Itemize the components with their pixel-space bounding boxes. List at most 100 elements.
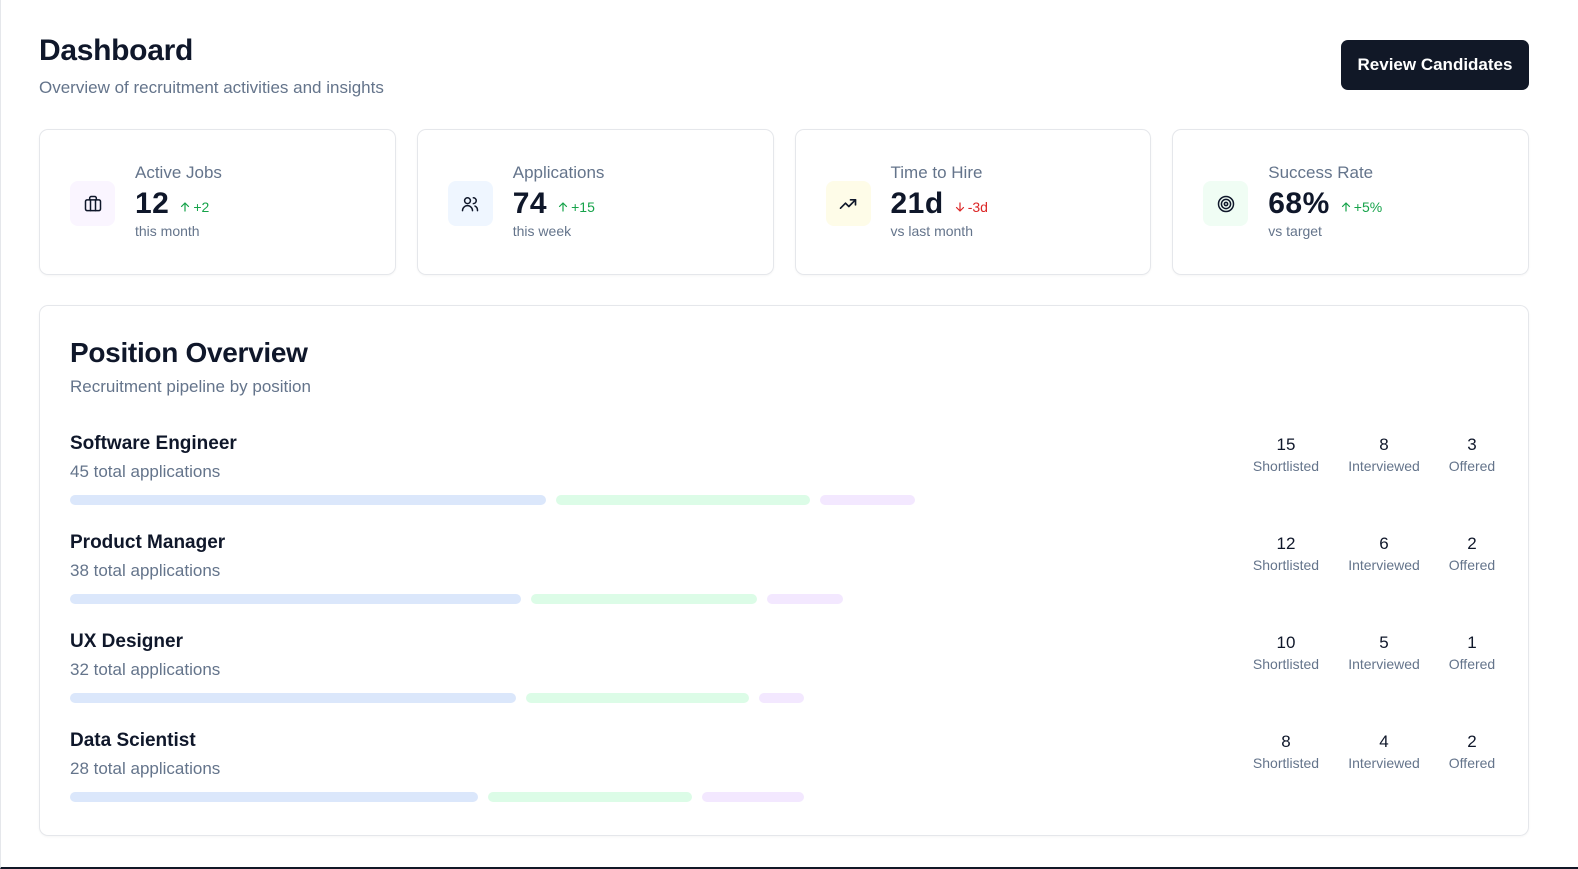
- bar-offered: [767, 594, 843, 604]
- metric-label: Interviewed: [1348, 557, 1420, 573]
- position-overview-subtitle: Recruitment pipeline by position: [70, 377, 311, 396]
- stat-value: 12: [135, 187, 170, 220]
- stat-label: Time to Hire: [890, 163, 983, 182]
- stat-delta-value: +2: [193, 199, 210, 215]
- position-metrics: 12 Shortlisted 6 Interviewed 2 Offered: [1248, 534, 1500, 573]
- metric-label: Interviewed: [1348, 656, 1420, 672]
- metric-label: Shortlisted: [1252, 656, 1320, 672]
- metric-value: 1: [1467, 633, 1477, 652]
- stat-card-time-to-hire: Time to Hire 21d -3d vs last month: [794, 129, 1152, 275]
- bar-interviewed: [526, 693, 749, 703]
- page-title: Dashboard: [39, 34, 193, 67]
- metric-label: Interviewed: [1348, 755, 1420, 771]
- position-overview-title: Position Overview: [70, 337, 308, 368]
- stat-card-active-jobs: Active Jobs 12 +2 this month: [39, 129, 396, 275]
- metric-value: 2: [1467, 534, 1477, 553]
- position-row-product-manager[interactable]: Product Manager 38 total applications 12…: [70, 532, 1500, 612]
- position-name: Product Manager: [70, 532, 226, 553]
- bar-interviewed: [556, 495, 810, 505]
- metric-value: 4: [1379, 732, 1389, 751]
- metric-label: Shortlisted: [1252, 557, 1320, 573]
- bar-offered: [820, 495, 915, 505]
- target-icon: [1203, 181, 1249, 226]
- position-metrics: 15 Shortlisted 8 Interviewed 3 Offered: [1248, 435, 1500, 474]
- position-name: Data Scientist: [70, 730, 196, 751]
- metric-interviewed: 6 Interviewed: [1334, 534, 1434, 573]
- stat-note: vs target: [1268, 223, 1322, 239]
- position-overview-card: Position Overview Recruitment pipeline b…: [39, 305, 1529, 836]
- metric-shortlisted: 12 Shortlisted: [1248, 534, 1324, 573]
- metric-offered: 3 Offered: [1444, 435, 1500, 474]
- stat-card-applications: Applications 74 +15 this week: [416, 129, 774, 275]
- users-icon: [447, 181, 493, 226]
- position-total: 38 total applications: [70, 561, 221, 580]
- stat-note: vs last month: [890, 223, 973, 239]
- page-header: Dashboard Overview of recruitment activi…: [39, 34, 1529, 104]
- stat-label: Applications: [512, 163, 605, 182]
- pipeline-bars: [70, 495, 1070, 505]
- position-row-ux-designer[interactable]: UX Designer 32 total applications 10 Sho…: [70, 631, 1500, 711]
- metric-value: 10: [1276, 633, 1296, 652]
- metric-shortlisted: 10 Shortlisted: [1248, 633, 1324, 672]
- stats-row: Active Jobs 12 +2 this month Application…: [39, 129, 1529, 275]
- metric-offered: 1 Offered: [1444, 633, 1500, 672]
- metric-interviewed: 5 Interviewed: [1334, 633, 1434, 672]
- review-candidates-button[interactable]: Review Candidates: [1341, 40, 1529, 90]
- metric-shortlisted: 8 Shortlisted: [1248, 732, 1324, 771]
- stat-delta: -3d: [954, 199, 988, 215]
- metric-value: 5: [1379, 633, 1389, 652]
- arrow-up-icon: [559, 202, 568, 212]
- stat-delta-value: -3d: [967, 199, 988, 215]
- metric-label: Offered: [1448, 656, 1496, 672]
- bar-interviewed: [531, 594, 757, 604]
- metric-value: 15: [1276, 435, 1296, 454]
- metric-label: Shortlisted: [1252, 458, 1320, 474]
- bar-interviewed: [488, 792, 692, 802]
- stat-value: 68%: [1268, 187, 1330, 220]
- stat-delta-value: +5%: [1353, 199, 1383, 215]
- position-total: 32 total applications: [70, 660, 221, 679]
- stat-delta-value: +15: [571, 199, 595, 215]
- metric-label: Offered: [1448, 557, 1496, 573]
- stat-card-success-rate: Success Rate 68% +5% vs target: [1172, 129, 1529, 275]
- pipeline-bars: [70, 693, 1070, 703]
- trending-up-icon: [825, 181, 871, 226]
- position-row-software-engineer[interactable]: Software Engineer 45 total applications …: [70, 433, 1500, 513]
- metric-value: 6: [1379, 534, 1389, 553]
- stat-label: Active Jobs: [135, 163, 222, 182]
- metric-label: Offered: [1448, 458, 1496, 474]
- position-metrics: 10 Shortlisted 5 Interviewed 1 Offered: [1248, 633, 1500, 672]
- stat-value: 21d: [890, 187, 944, 220]
- stat-delta: +5%: [1340, 199, 1382, 215]
- metric-label: Shortlisted: [1252, 755, 1320, 771]
- bar-offered: [702, 792, 804, 802]
- stat-note: this week: [512, 223, 572, 239]
- metric-value: 8: [1281, 732, 1291, 751]
- arrow-up-icon: [1341, 202, 1350, 212]
- position-name: Software Engineer: [70, 433, 237, 454]
- arrow-up-icon: [181, 202, 190, 212]
- position-name: UX Designer: [70, 631, 183, 652]
- metric-offered: 2 Offered: [1444, 732, 1500, 771]
- metric-interviewed: 8 Interviewed: [1334, 435, 1434, 474]
- briefcase-icon: [70, 181, 115, 226]
- stat-value: 74: [512, 187, 548, 220]
- page-subtitle: Overview of recruitment activities and i…: [39, 78, 384, 97]
- position-row-data-scientist[interactable]: Data Scientist 28 total applications 8 S…: [70, 730, 1500, 810]
- metric-value: 3: [1467, 435, 1477, 454]
- stat-delta: +2: [179, 199, 209, 215]
- metric-value: 2: [1467, 732, 1477, 751]
- bar-shortlisted: [70, 792, 478, 802]
- stat-label: Success Rate: [1268, 163, 1374, 182]
- metric-value: 12: [1276, 534, 1296, 553]
- metric-label: Offered: [1448, 755, 1496, 771]
- bar-shortlisted: [70, 693, 516, 703]
- metric-label: Interviewed: [1348, 458, 1420, 474]
- stat-delta: +15: [557, 199, 595, 215]
- metric-shortlisted: 15 Shortlisted: [1248, 435, 1324, 474]
- metric-value: 8: [1379, 435, 1389, 454]
- stat-note: this month: [135, 223, 200, 239]
- bar-offered: [759, 693, 804, 703]
- position-metrics: 8 Shortlisted 4 Interviewed 2 Offered: [1248, 732, 1500, 771]
